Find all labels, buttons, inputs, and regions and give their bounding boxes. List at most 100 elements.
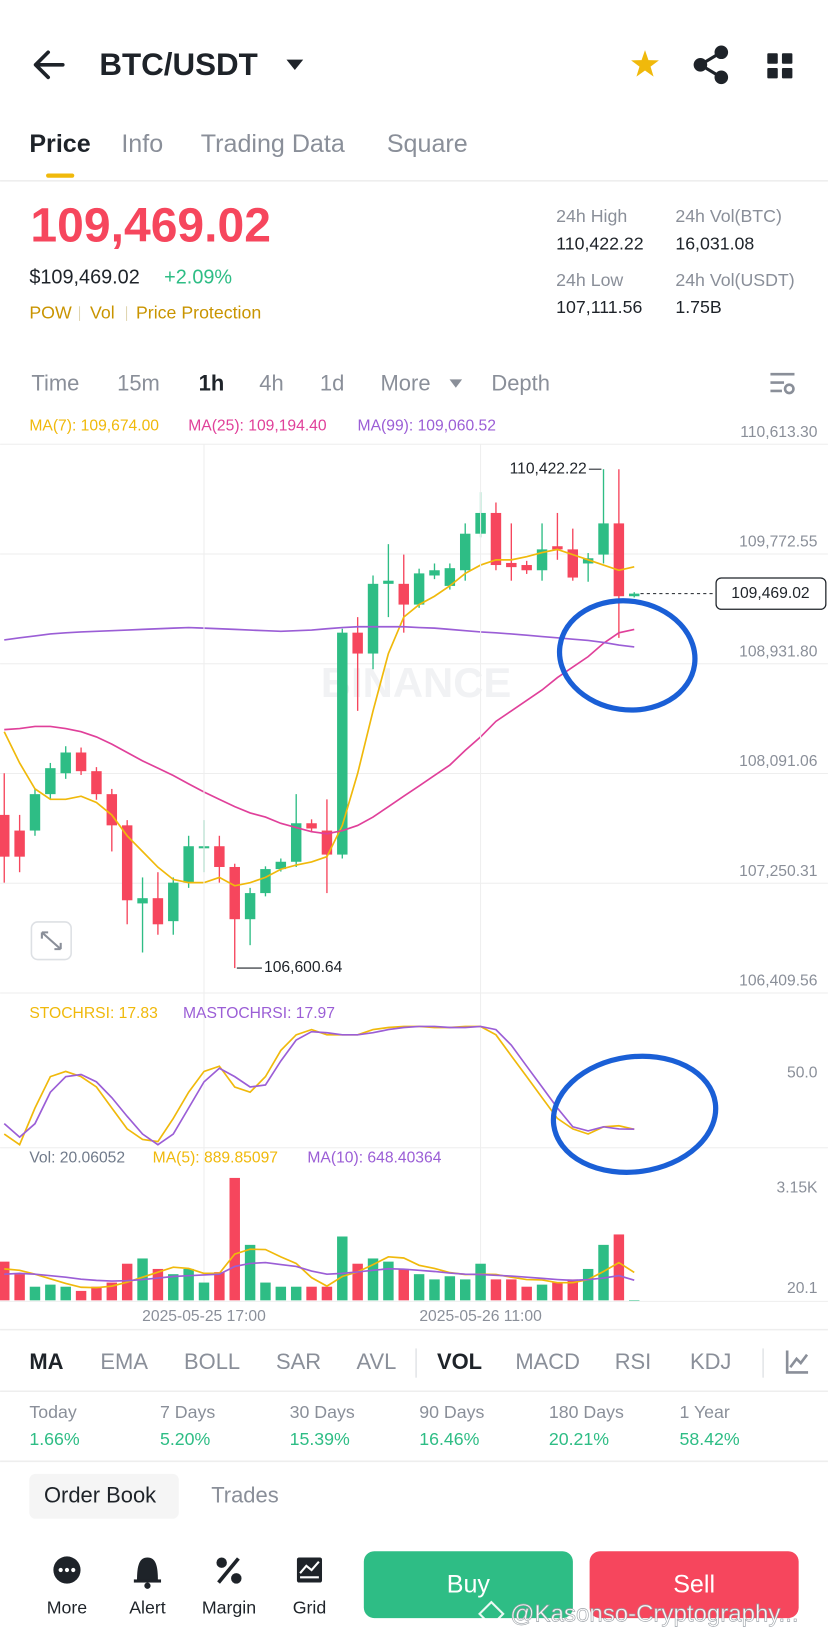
perf-value: 1.66% — [29, 1429, 80, 1449]
tag[interactable]: Vol — [90, 302, 115, 322]
charts: 110,613.30 109,772.55 108,931.80 108,091.06… — [0, 418, 828, 1325]
candle-body — [306, 823, 317, 829]
book-tab[interactable]: Order Book — [44, 1483, 156, 1508]
tag[interactable]: Price Protection — [136, 302, 261, 322]
interval[interactable]: 1d — [320, 370, 344, 395]
book-tab[interactable]: Trades — [211, 1483, 278, 1508]
last-price-label: 109,469.02 — [731, 585, 809, 602]
volume-bar — [60, 1286, 71, 1301]
indicator-line — [4, 1261, 635, 1282]
y-tick-label: 20.1 — [787, 1280, 817, 1297]
tab[interactable]: Price — [29, 130, 90, 158]
y-tick-label: 50.0 — [787, 1065, 818, 1082]
chart-settings[interactable] — [770, 372, 795, 395]
indicator-tab[interactable]: MA — [29, 1349, 63, 1374]
volume-bar — [229, 1177, 240, 1301]
legend-entry: MA(25): 109,194.40 — [188, 418, 327, 435]
indicator-line — [4, 628, 635, 835]
price-change: +2.09% — [164, 266, 232, 288]
volume-bar — [260, 1282, 271, 1301]
perf-value: 16.46% — [419, 1429, 479, 1449]
action-label[interactable]: Alert — [129, 1597, 166, 1617]
action-alert[interactable]: Alert — [129, 1557, 166, 1617]
action-label[interactable]: Margin — [202, 1597, 256, 1617]
interval[interactable]: 1h — [199, 370, 225, 395]
indicator-tab[interactable]: RSI — [615, 1349, 652, 1374]
volume-bar — [275, 1286, 287, 1301]
candle-body — [337, 632, 348, 855]
last-price: 109,469.02 — [30, 199, 271, 253]
candle-body — [352, 632, 363, 654]
candle-body — [598, 523, 609, 555]
candle-body — [459, 533, 471, 571]
volume-bar — [490, 1279, 502, 1301]
indicator-tab[interactable]: KDJ — [690, 1349, 731, 1374]
tab[interactable]: Info — [121, 130, 163, 158]
interval[interactable]: More — [381, 370, 431, 395]
button-label[interactable]: Buy — [447, 1570, 491, 1598]
y-tick-label: 3.15K — [777, 1180, 818, 1197]
x-tick-label: 2025-05-25 17:00 — [142, 1308, 266, 1325]
perf-label: 180 Days — [549, 1402, 624, 1422]
grid-menu[interactable] — [767, 53, 793, 79]
pair-dropdown[interactable] — [286, 59, 304, 71]
button-label[interactable]: Sell — [673, 1570, 715, 1598]
action-label[interactable]: More — [47, 1597, 88, 1617]
interval[interactable]: 15m — [117, 370, 160, 395]
sell-button[interactable]: Sell — [589, 1551, 799, 1619]
indicator-tab[interactable]: MACD — [515, 1349, 580, 1374]
volume-bar — [552, 1282, 563, 1301]
more-dropdown[interactable] — [449, 379, 463, 388]
share-button[interactable] — [693, 45, 729, 85]
indicator-tab[interactable]: VOL — [437, 1349, 482, 1374]
volume-bar — [75, 1290, 87, 1301]
action-more[interactable]: More — [47, 1556, 88, 1617]
volume-bar — [582, 1268, 594, 1301]
indicator-tab[interactable]: BOLL — [184, 1349, 240, 1374]
tab[interactable]: Square — [387, 130, 468, 158]
volume-bar — [29, 1286, 41, 1301]
interval[interactable]: Time — [31, 370, 79, 395]
indicator-line — [3, 548, 635, 887]
favorite-star[interactable] — [631, 50, 659, 77]
volume-bar — [629, 1300, 640, 1301]
legend-entry: MASTOCHRSI: 17.97 — [183, 1005, 335, 1022]
action-margin[interactable]: Margin — [202, 1557, 256, 1617]
indicator-line — [4, 1248, 635, 1289]
legend-entry: MA(99): 109,060.52 — [358, 418, 496, 435]
stat-value: 16,031.08 — [675, 233, 754, 253]
watermark: BINANCE — [321, 659, 511, 706]
candle-body — [137, 898, 148, 904]
indicator-tab[interactable]: AVL — [357, 1349, 397, 1374]
candle-body — [0, 814, 10, 857]
legend-entry: MA(5): 889.85097 — [153, 1149, 278, 1166]
interval[interactable]: 4h — [259, 370, 283, 395]
candle-body — [367, 583, 379, 654]
expand-button[interactable] — [30, 921, 72, 961]
volume-bar — [521, 1286, 532, 1301]
tab[interactable]: Trading Data — [201, 130, 345, 158]
interval[interactable]: Depth — [491, 370, 550, 395]
indicator-tab[interactable]: EMA — [100, 1349, 148, 1374]
legend-entry: STOCHRSI: 17.83 — [29, 1005, 158, 1022]
candle-body — [567, 549, 579, 578]
performance: Today 1.66% 7 Days 5.20% 30 Days 15.39% … — [29, 1402, 740, 1449]
action-label[interactable]: Grid — [293, 1597, 327, 1617]
indicator-line — [3, 1025, 635, 1146]
perf-label: Today — [29, 1402, 76, 1422]
candle-body — [521, 565, 532, 571]
candle-body — [260, 869, 271, 894]
candle-body — [613, 523, 625, 597]
indicator-settings[interactable] — [785, 1350, 809, 1374]
pair-title[interactable]: BTC/USDT — [99, 47, 257, 82]
volume-bar — [106, 1282, 118, 1301]
back-button[interactable] — [33, 50, 65, 80]
indicator-tab[interactable]: SAR — [276, 1349, 321, 1374]
hand-drawn-circle — [556, 598, 698, 713]
tag[interactable]: POW — [29, 302, 72, 322]
buy-button[interactable]: Buy — [363, 1551, 573, 1619]
candle-body — [14, 830, 25, 857]
action-grid[interactable]: Grid — [293, 1557, 327, 1617]
legend-entry: MA(7): 109,674.00 — [29, 418, 159, 435]
